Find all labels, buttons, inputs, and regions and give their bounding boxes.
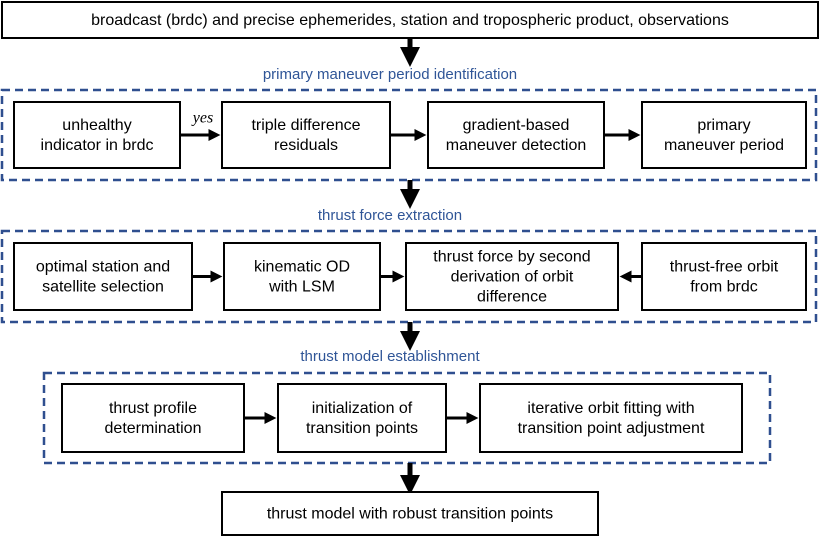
section-title: thrust force extraction <box>318 207 462 224</box>
box <box>221 491 599 536</box>
box-label: primary <box>697 117 750 134</box>
box-label: thrust force by second <box>433 249 590 266</box>
box-label: derivation of orbit <box>451 269 574 286</box>
box-label: maneuver detection <box>446 137 587 154</box>
box-label: unhealthy <box>62 117 131 134</box>
box-label: thrust-free orbit <box>670 259 779 276</box>
group-frame <box>0 88 818 182</box>
box-label: broadcast (brdc) and precise ephemerides… <box>91 12 729 29</box>
box-label: initialization of <box>312 400 413 417</box>
section-title: thrust model establishment <box>300 348 480 365</box>
box <box>13 242 193 311</box>
box-label: residuals <box>274 137 338 154</box>
box-label: satellite selection <box>42 279 164 296</box>
box-label: optimal station and <box>36 259 170 276</box>
box <box>641 101 807 169</box>
box <box>277 383 447 453</box>
box-label: with LSM <box>268 279 335 296</box>
section-title: primary maneuver period identification <box>263 66 517 83</box>
box-label: from brdc <box>690 279 758 296</box>
box <box>405 242 619 311</box>
edge-label: yes <box>191 110 213 127</box>
box-label: thrust model with robust transition poin… <box>267 506 553 523</box>
box-label: difference <box>477 289 547 306</box>
box-label: transition point adjustment <box>518 420 705 437</box>
group-frame <box>0 229 818 324</box>
group-frame <box>42 371 772 465</box>
box-label: maneuver period <box>664 137 784 154</box>
box <box>61 383 245 453</box>
box-label: iterative orbit fitting with <box>527 400 694 417</box>
box <box>641 242 807 311</box>
box <box>223 242 381 311</box>
box <box>221 101 391 169</box>
box <box>479 383 743 453</box>
box-label: gradient-based <box>463 117 570 134</box>
box-label: thrust profile <box>109 400 197 417</box>
box <box>427 101 605 169</box>
box-label: determination <box>105 420 202 437</box>
box-label: triple difference <box>251 117 360 134</box>
box-label: indicator in brdc <box>41 137 154 154</box>
box-label: kinematic OD <box>254 259 350 276</box>
box-label: transition points <box>306 420 418 437</box>
box <box>13 101 181 169</box>
box <box>1 1 819 39</box>
